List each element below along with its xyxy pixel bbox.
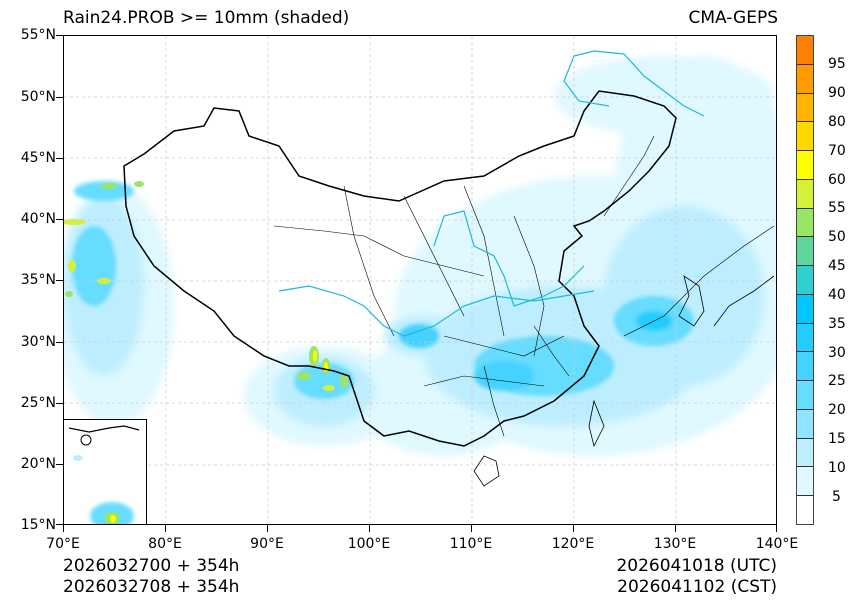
colorbar-label: 50 <box>828 229 846 245</box>
model-name: CMA-GEPS <box>688 8 778 28</box>
lat-tick <box>56 97 63 99</box>
lon-tick <box>573 525 575 532</box>
lat-tick <box>56 158 63 160</box>
colorbar <box>796 35 814 525</box>
lat-label-25: 25°N <box>20 395 56 411</box>
valid-time-block: 2026041018 (UTC) 2026041102 (CST) <box>616 556 777 598</box>
colorbar-label: 60 <box>828 172 846 188</box>
colorbar-swatch <box>797 122 813 152</box>
valid-time-cst: 2026041102 (CST) <box>617 577 777 597</box>
lon-label-130: 130°E <box>653 536 697 552</box>
coastlines <box>473 275 775 487</box>
colorbar-label: 35 <box>828 316 846 332</box>
colorbar-label: 90 <box>828 85 846 101</box>
colorbar-swatch <box>797 294 813 324</box>
colorbar-label: 10 <box>828 460 846 476</box>
colorbar-label: 80 <box>828 114 846 130</box>
colorbar-swatch <box>797 496 813 525</box>
lat-label-15: 15°N <box>20 517 56 533</box>
colorbar-swatch <box>797 381 813 410</box>
country-border <box>123 90 677 447</box>
init-time-utc: 2026032700 + 354h <box>63 556 240 576</box>
lon-tick <box>675 525 677 532</box>
colorbar-label: 70 <box>828 143 846 159</box>
colorbar-label: 20 <box>828 402 846 418</box>
colorbar-label: 30 <box>828 345 846 361</box>
init-time-cst: 2026032708 + 354h <box>63 577 240 597</box>
colorbar-label: 40 <box>828 287 846 303</box>
lon-label-110: 110°E <box>449 536 493 552</box>
lat-label-50: 50°N <box>20 89 56 105</box>
south-china-sea-inset <box>64 419 147 524</box>
colorbar-swatch <box>797 409 813 439</box>
lat-label-45: 45°N <box>20 150 56 166</box>
rivers <box>278 50 705 337</box>
lon-tick <box>369 525 371 532</box>
lat-tick <box>56 342 63 344</box>
lon-label-90: 90°E <box>250 536 284 552</box>
lon-label-70: 70°E <box>46 536 80 552</box>
colorbar-label: 95 <box>828 56 846 72</box>
valid-time-utc: 2026041018 (UTC) <box>616 556 777 576</box>
lon-label-140: 140°E <box>755 536 799 552</box>
colorbar-swatch <box>797 208 813 238</box>
colorbar-label: 5 <box>832 489 841 505</box>
lat-tick <box>56 524 63 526</box>
colorbar-swatch <box>797 36 813 65</box>
init-time-block: 2026032700 + 354h 2026032708 + 354h <box>63 556 239 598</box>
lon-tick <box>63 525 65 532</box>
map-title: Rain24.PROB >= 10mm (shaded) <box>63 8 350 28</box>
lat-tick <box>56 464 63 466</box>
probability-map <box>64 36 776 524</box>
lon-label-100: 100°E <box>347 536 391 552</box>
lat-tick <box>56 35 63 37</box>
colorbar-swatch <box>797 179 813 209</box>
colorbar-label: 55 <box>828 200 846 216</box>
lat-tick <box>56 219 63 221</box>
lat-tick <box>56 280 63 282</box>
colorbar-label: 15 <box>828 431 846 447</box>
lat-label-35: 35°N <box>20 272 56 288</box>
colorbar-swatch <box>797 352 813 382</box>
colorbar-label: 45 <box>828 258 846 274</box>
lon-tick <box>776 525 778 532</box>
lat-label-40: 40°N <box>20 211 56 227</box>
lon-tick <box>267 525 269 532</box>
colorbar-swatch <box>797 266 813 295</box>
lon-tick <box>471 525 473 532</box>
lon-label-120: 120°E <box>551 536 595 552</box>
colorbar-swatch <box>797 438 813 468</box>
map-panel <box>63 35 777 525</box>
colorbar-label: 25 <box>828 373 846 389</box>
lat-tick <box>56 403 63 405</box>
lat-label-30: 30°N <box>20 334 56 350</box>
lon-tick <box>165 525 167 532</box>
lat-label-20: 20°N <box>20 456 56 472</box>
colorbar-swatch <box>797 237 813 267</box>
colorbar-swatch <box>797 64 813 94</box>
colorbar-swatch <box>797 151 813 180</box>
province-borders <box>273 135 775 437</box>
lat-label-55: 55°N <box>20 27 56 43</box>
colorbar-swatch <box>797 467 813 497</box>
colorbar-swatch <box>797 323 813 353</box>
colorbar-swatch <box>797 93 813 123</box>
lon-label-80: 80°E <box>148 536 182 552</box>
